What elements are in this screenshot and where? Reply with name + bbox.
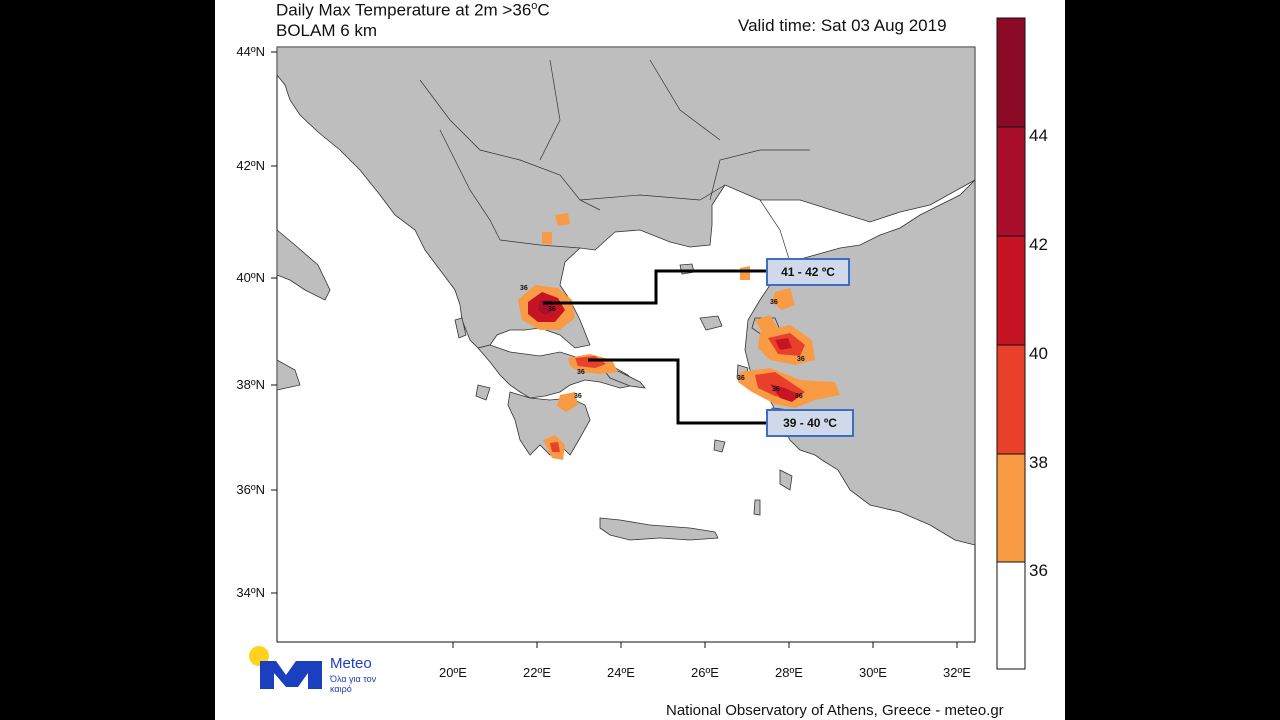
lat-label: 34ºN	[236, 585, 265, 600]
lat-label: 42ºN	[236, 158, 265, 173]
temperature-areas	[518, 213, 840, 460]
leader-lines	[543, 269, 770, 425]
colorbar-segment	[996, 344, 1026, 455]
contour-label: 36	[797, 356, 805, 363]
lon-label: 20ºE	[439, 665, 467, 680]
land-karpathos	[753, 499, 761, 516]
colorbar-segment	[996, 453, 1026, 563]
colorbar-label: 38	[1029, 453, 1048, 472]
axis-ticks	[271, 51, 958, 648]
land-rhodes	[779, 469, 793, 491]
annotation-box-lower: 39 - 40 ºC	[766, 409, 854, 437]
m-letter-icon	[260, 661, 322, 689]
land-kefalonia	[475, 384, 491, 401]
colorbar-label: 42	[1029, 235, 1048, 254]
contour-label: 36	[770, 299, 778, 306]
contour-label: 36	[577, 369, 585, 376]
hotspot-balikesir	[772, 288, 795, 310]
lat-label: 40ºN	[236, 270, 265, 285]
valid-time: Valid time: Sat 03 Aug 2019	[738, 16, 947, 35]
lon-label: 28ºE	[775, 665, 803, 680]
meteo-logo	[249, 646, 322, 689]
lon-label: 26ºE	[691, 665, 719, 680]
annotation-box-upper: 41 - 42 ºC	[766, 258, 850, 286]
contour-label: 36	[520, 285, 528, 292]
lon-label: 32ºE	[943, 665, 971, 680]
land-italy	[276, 229, 331, 301]
contour-labels: 36 36 36 36 36 36 36 36 36	[520, 285, 805, 400]
colorbar-segment	[996, 235, 1026, 346]
hotspot-peloponnese-core	[550, 442, 560, 452]
colorbar-label: 40	[1029, 344, 1048, 363]
land-central-greece	[477, 344, 636, 399]
lat-label: 38ºN	[236, 377, 265, 392]
lat-label: 36ºN	[236, 482, 265, 497]
logo-tagline: Όλα για τον καιρό	[330, 674, 377, 694]
lat-label: 44ºN	[236, 44, 265, 59]
model-name: BOLAM 6 km	[276, 21, 378, 40]
colorbar-segment	[996, 17, 1026, 128]
logo-name: Meteo	[330, 655, 372, 672]
colorbar-label: 36	[1029, 561, 1048, 580]
lon-label: 22ºE	[523, 665, 551, 680]
land-sicily-tip	[276, 359, 301, 391]
hotspot-peloponnese-north	[557, 392, 578, 412]
land-lemnos	[699, 315, 723, 331]
contour-label: 36	[548, 306, 556, 313]
colorbar-segment	[996, 126, 1026, 237]
borders	[419, 59, 810, 263]
contour-label: 36	[737, 375, 745, 382]
contour-label: 36	[772, 386, 780, 393]
contour-label: 36	[795, 393, 803, 400]
lon-label: 24ºE	[607, 665, 635, 680]
contour-label: 36	[574, 393, 582, 400]
land-corfu	[454, 317, 467, 339]
land-crete	[599, 517, 719, 541]
colorbar-segment	[996, 561, 1026, 670]
hotspot-west-mac	[542, 232, 552, 244]
map-title: Daily Max Temperature at 2m >36oC	[276, 0, 550, 20]
lon-label: 30ºE	[859, 665, 887, 680]
hotspot-macedonia	[555, 213, 570, 226]
hotspot-manisa-peak	[775, 338, 792, 350]
credit-footer: National Observatory of Athens, Greece -…	[666, 702, 1004, 719]
land-naxos	[713, 439, 726, 453]
hotspot-izmir-peak	[770, 384, 800, 402]
colorbar-label: 44	[1029, 126, 1048, 145]
